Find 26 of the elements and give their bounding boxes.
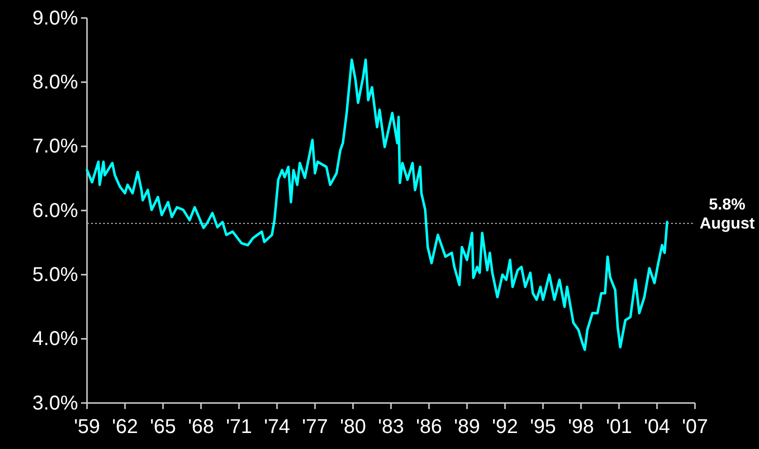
line-series bbox=[86, 58, 668, 351]
y-tick-label: 8.0% bbox=[32, 72, 78, 94]
x-tick-label: '01 bbox=[606, 416, 632, 438]
x-tick-label: '89 bbox=[454, 416, 480, 438]
y-tick-label: 5.0% bbox=[32, 264, 78, 286]
x-tick-label: '59 bbox=[74, 416, 100, 438]
x-tick-label: '92 bbox=[492, 416, 518, 438]
x-tick-label: '71 bbox=[226, 416, 252, 438]
y-tick-label: 6.0% bbox=[32, 200, 78, 222]
x-tick-label: '95 bbox=[530, 416, 556, 438]
y-tick-label: 9.0% bbox=[32, 7, 78, 30]
x-tick-label: '04 bbox=[644, 416, 670, 438]
y-tick-label: 7.0% bbox=[32, 136, 78, 158]
x-tick-label: '80 bbox=[340, 416, 366, 438]
x-tick-label: '98 bbox=[568, 416, 594, 438]
y-tick-label: 3.0% bbox=[32, 392, 78, 414]
x-tick-label: '86 bbox=[416, 416, 442, 438]
x-tick-label: '68 bbox=[188, 416, 214, 438]
x-tick-label: '77 bbox=[302, 416, 328, 438]
x-tick-label: '74 bbox=[264, 416, 290, 438]
x-tick-label: '83 bbox=[378, 416, 404, 438]
x-tick-label: '07 bbox=[682, 416, 708, 438]
annotation: 5.8% August bbox=[700, 196, 756, 232]
x-tick-label: '65 bbox=[150, 416, 176, 438]
y-tick-label: 4.0% bbox=[32, 328, 78, 350]
x-tick-label: '62 bbox=[112, 416, 138, 438]
